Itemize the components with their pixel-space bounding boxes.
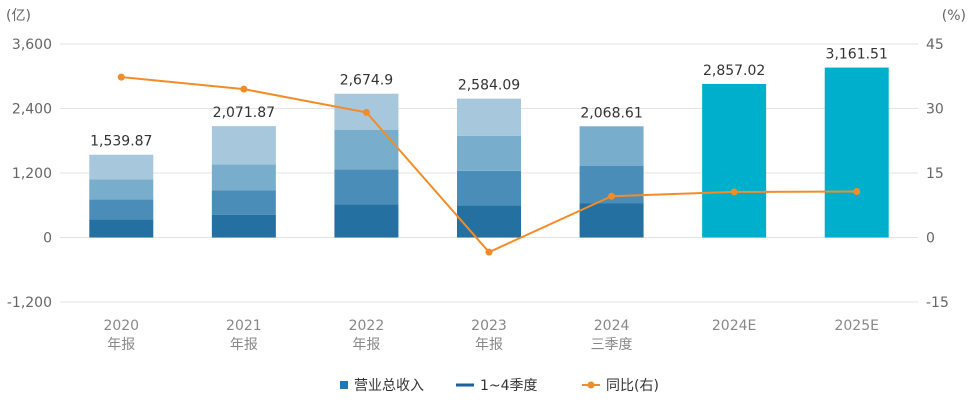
- category-label: 2020: [103, 318, 139, 334]
- yoy-line: [117, 73, 861, 256]
- yoy-point: [853, 187, 861, 195]
- bar-segment-q3: [89, 179, 154, 200]
- bar-segment-q3: [579, 126, 644, 167]
- bar-value-label: 2,674.9: [340, 73, 393, 89]
- left-tick-label: -1,200: [7, 295, 52, 311]
- yoy-point: [608, 192, 616, 200]
- bar-segment-q2: [457, 170, 521, 206]
- left-tick-label: 0: [43, 231, 52, 247]
- left-tick-label: 2,400: [12, 102, 52, 118]
- legend-label: 1~4季度: [480, 378, 538, 394]
- legend-swatch-dot: [587, 381, 595, 389]
- bar-estimate: [824, 67, 889, 238]
- category-sublabel: 年报: [352, 337, 380, 353]
- value-labels: 1,539.87 2,071.87 2,674.9 2,584.09 2,068.61 2…: [90, 47, 888, 150]
- legend-swatch-square: [340, 381, 348, 389]
- bar-value-label: 2,857.02: [703, 63, 765, 79]
- bar-segment-q1: [89, 219, 154, 238]
- bar-value-label: 3,161.51: [826, 47, 888, 63]
- right-tick-label: 0: [926, 231, 935, 247]
- left-unit-label: (亿): [6, 8, 31, 24]
- bar-segment-q4: [457, 98, 521, 136]
- category-sublabel: 三季度: [591, 337, 633, 353]
- category-sublabel: 年报: [475, 337, 503, 353]
- yoy-point: [240, 85, 248, 93]
- bar-segment-q3: [457, 135, 521, 171]
- category-label: 2023: [471, 318, 507, 334]
- bar-segment-q4: [89, 154, 154, 180]
- right-tick-label: 15: [926, 166, 944, 182]
- right-tick-label: -15: [926, 295, 949, 311]
- right-unit-label: (%): [942, 8, 966, 24]
- right-tick-label: 30: [926, 102, 944, 118]
- bar-segment-q1: [334, 204, 399, 238]
- bar-value-label: 2,584.09: [458, 78, 520, 94]
- bar-value-label: 2,071.87: [213, 105, 275, 121]
- category-label: 2025E: [834, 318, 878, 334]
- left-tick-label: 3,600: [12, 37, 52, 53]
- bar-segment-q2: [211, 190, 276, 215]
- legend-label: 同比(右): [606, 378, 659, 394]
- yoy-point: [362, 108, 370, 116]
- yoy-point: [730, 188, 738, 196]
- bar-value-label: 2,068.61: [580, 105, 642, 121]
- bars: [89, 67, 889, 238]
- bar-segment-q3: [211, 164, 276, 191]
- legend: 营业总收入 1~4季度 同比(右): [340, 378, 659, 394]
- yoy-point: [485, 248, 493, 256]
- bar-value-label: 1,539.87: [90, 134, 152, 150]
- bar-segment-q2: [89, 199, 154, 220]
- bar-segment-q3: [334, 130, 399, 170]
- category-label: 2022: [349, 318, 385, 334]
- category-sublabel: 年报: [107, 337, 135, 353]
- bar-segment-q2: [334, 169, 399, 205]
- bar-segment-q1: [457, 205, 521, 238]
- category-label: 2024E: [712, 318, 756, 334]
- bar-segment-q4: [211, 126, 276, 165]
- bar-segment-q1: [211, 214, 276, 238]
- right-tick-label: 45: [926, 37, 944, 53]
- bar-estimate: [702, 83, 767, 238]
- yoy-point: [117, 73, 125, 81]
- category-sublabel: 年报: [230, 337, 258, 353]
- legend-label: 营业总收入: [354, 378, 424, 394]
- category-label: 2021: [226, 318, 262, 334]
- axes: -1,200 0 1,200 2,400 3,600 -15 0 15 30 45 2020 年报 20…: [7, 37, 949, 353]
- left-tick-label: 1,200: [12, 166, 52, 182]
- bar-segment-q1: [579, 203, 644, 238]
- category-label: 2024: [594, 318, 630, 334]
